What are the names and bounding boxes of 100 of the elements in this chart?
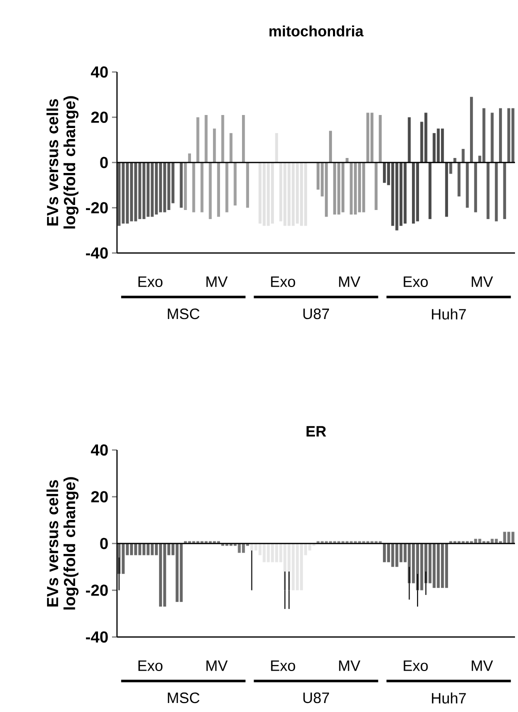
bar	[204, 114, 208, 162]
text: Exo	[138, 660, 162, 671]
bar	[511, 108, 514, 162]
bar	[428, 162, 432, 220]
bar	[138, 543, 142, 556]
bar	[167, 162, 170, 210]
text: U87	[303, 692, 329, 704]
bar	[130, 543, 133, 556]
bar	[163, 543, 166, 607]
text: MV	[206, 276, 228, 287]
text: MV	[339, 276, 360, 287]
bar	[130, 162, 133, 222]
bar	[146, 162, 150, 217]
bar	[242, 114, 245, 162]
y-tick-label: 0	[100, 156, 108, 168]
bar	[416, 162, 420, 222]
bar	[445, 543, 448, 588]
bar	[490, 112, 494, 162]
bar	[163, 162, 166, 212]
text: Exo	[138, 276, 162, 287]
bar	[192, 162, 196, 212]
y-tick-label: 40	[90, 444, 108, 456]
bar	[482, 108, 486, 162]
bar	[134, 162, 138, 222]
y-axis-title: EVs versus cells log2(fold change)	[46, 96, 78, 228]
bar	[370, 112, 374, 162]
bar	[188, 153, 191, 162]
bar	[126, 162, 129, 224]
bar	[200, 162, 204, 212]
bar	[329, 130, 332, 162]
text: Huh7	[432, 692, 466, 704]
bar	[159, 543, 162, 607]
bar	[470, 96, 473, 162]
bar	[511, 532, 514, 544]
y-tick-label: -20	[86, 584, 108, 596]
bar	[225, 162, 228, 212]
text: Exo	[271, 276, 296, 287]
bar	[494, 162, 498, 222]
bar	[142, 543, 146, 556]
bar	[234, 162, 237, 206]
text: MV	[206, 660, 228, 671]
bar	[333, 162, 336, 215]
text: MSC	[168, 692, 200, 704]
bar	[499, 108, 502, 162]
bar	[440, 128, 444, 162]
y-tick-label: 20	[91, 112, 108, 123]
bar	[362, 162, 366, 212]
bar	[382, 162, 386, 183]
y-axis-title: EVs versus cells log2(fold change)	[46, 477, 78, 610]
bar	[196, 117, 200, 162]
text: Exo	[404, 276, 428, 287]
bar	[412, 162, 415, 224]
bar	[324, 162, 328, 217]
bar	[424, 112, 428, 162]
text: MSC	[168, 308, 200, 320]
bar	[374, 162, 378, 210]
bar	[354, 162, 357, 215]
bar	[382, 543, 386, 562]
y-tick-label: -40	[86, 631, 108, 643]
text: U87	[303, 308, 329, 320]
bar	[212, 128, 216, 162]
bar	[341, 162, 344, 212]
text: MV	[472, 660, 493, 671]
bar	[391, 543, 394, 567]
bar	[466, 162, 469, 208]
y-tick-label: -40	[86, 247, 108, 259]
bar	[395, 162, 398, 230]
bar	[474, 162, 478, 212]
y-tick-label: 20	[91, 491, 108, 502]
text: Huh7	[432, 308, 466, 320]
text: MV	[339, 660, 360, 671]
bar	[503, 532, 506, 544]
bar	[118, 162, 121, 226]
bar	[138, 162, 142, 220]
bar	[366, 112, 370, 162]
chart-title: ER	[306, 426, 326, 436]
bar	[134, 543, 138, 556]
bar	[432, 543, 436, 588]
bar	[458, 162, 460, 196]
bar	[346, 158, 349, 162]
bar	[462, 148, 465, 162]
bar	[159, 162, 162, 212]
bar	[184, 162, 187, 210]
text: Exo	[404, 660, 428, 671]
bar	[503, 162, 506, 220]
y-tick-label: -20	[86, 202, 108, 214]
y-tick-label: 0	[100, 538, 108, 550]
bar	[230, 133, 232, 162]
bar	[440, 543, 444, 588]
text: Exo	[271, 660, 296, 671]
bar	[217, 162, 220, 217]
bar	[154, 162, 158, 215]
y-tick-label: 40	[90, 66, 108, 78]
text: MV	[472, 276, 493, 287]
bar	[146, 543, 150, 556]
bar	[486, 162, 490, 220]
bar	[445, 162, 448, 217]
chart-title: mitochondria	[269, 25, 364, 36]
bar	[246, 162, 250, 208]
bar	[453, 158, 456, 162]
